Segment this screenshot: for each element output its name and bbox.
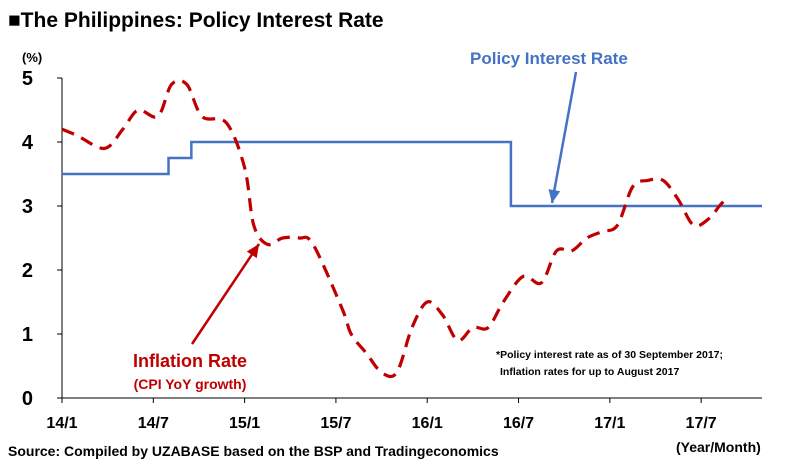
source-note: Source: Compiled by UZABASE based on the… [8,443,499,459]
y-tick-label: 3 [22,196,33,218]
y-tick-label: 0 [22,388,33,410]
inflation-rate-line [61,78,727,379]
chart-note-line-2: Inflation rates for up to August 2017 [500,366,679,378]
series-lines [61,78,762,379]
chart-title: ■The Philippines: Policy Interest Rate [8,9,384,32]
annotation-arrows [190,71,578,345]
y-tick-label: 2 [22,260,33,282]
x-tick-labels: 14/1 14/7 15/1 15/7 16/1 16/7 17/1 17/7 [46,415,716,432]
x-tick-label: 16/1 [412,415,443,432]
policy-rate-arrow-head [548,189,561,203]
inflation-rate-arrow-head [246,244,259,259]
inflation-rate-label: Inflation Rate [133,351,247,371]
x-tick-label: 16/7 [503,415,534,432]
x-tick-label: 17/7 [686,415,717,432]
x-tick-label: 15/1 [229,415,260,432]
y-tick-label: 4 [22,132,34,154]
x-tick-label: 14/7 [138,415,169,432]
policy-rate-line [62,140,762,208]
y-axis-unit: (%) [22,50,42,65]
policy-rate-arrow [550,71,578,204]
policy-rate-label: Policy Interest Rate [470,49,628,68]
x-axis-unit: (Year/Month) [676,439,761,455]
x-tick-label: 17/1 [594,415,625,432]
y-tick-label: 5 [22,68,33,90]
x-tick-label: 15/7 [320,415,351,432]
y-tick-label: 1 [22,324,33,346]
inflation-rate-sublabel: (CPI YoY growth) [134,376,247,392]
inflation-rate-arrow [190,243,261,345]
chart-note-line-1: *Policy interest rate as of 30 September… [496,349,723,361]
y-tick-labels: 0 1 2 3 4 5 [22,68,34,410]
axes [57,77,762,403]
x-tick-label: 14/1 [46,415,77,432]
